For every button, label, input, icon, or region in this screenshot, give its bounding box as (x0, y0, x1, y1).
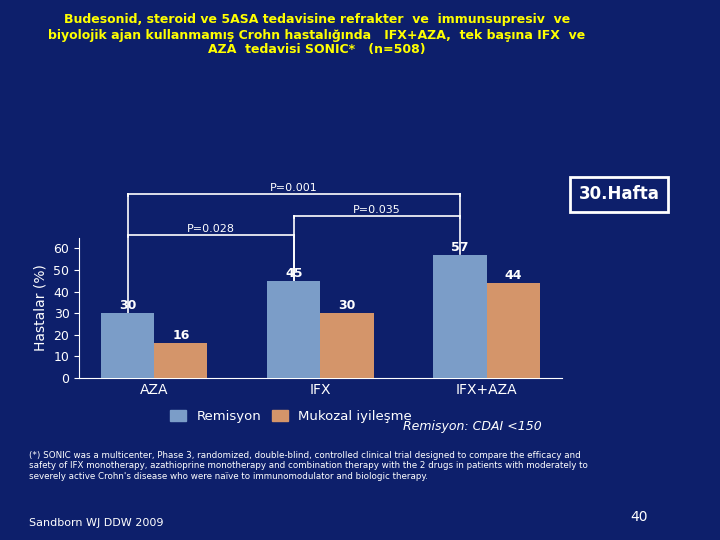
Text: 30: 30 (338, 299, 356, 312)
Bar (487, 283, 540, 378)
Text: Remisyon: CDAI <150: Remisyon: CDAI <150 (403, 420, 542, 433)
Text: 44: 44 (504, 269, 522, 282)
Bar (320, 313, 374, 378)
Bar (433, 255, 487, 378)
Text: Sandborn WJ DDW 2009: Sandborn WJ DDW 2009 (29, 518, 163, 528)
Text: P=0.028: P=0.028 (186, 224, 235, 234)
Text: P=0.001: P=0.001 (270, 183, 318, 193)
Y-axis label: Hastalar (%): Hastalar (%) (34, 265, 48, 351)
Text: 45: 45 (285, 267, 302, 280)
Text: 57: 57 (451, 241, 469, 254)
Legend: Remisyon, Mukozal iyileşme: Remisyon, Mukozal iyileşme (165, 404, 418, 428)
Bar (154, 343, 207, 378)
Text: 40: 40 (631, 510, 648, 524)
Text: (*) SONIC was a multicenter, Phase 3, randomized, double-blind, controlled clini: (*) SONIC was a multicenter, Phase 3, ra… (29, 451, 588, 481)
Text: 30: 30 (119, 299, 136, 312)
Text: Budesonid, steroid ve 5ASA tedavisine refrakter  ve  immunsupresiv  ve
biyolojik: Budesonid, steroid ve 5ASA tedavisine re… (48, 14, 585, 57)
Bar (267, 281, 320, 378)
Text: 16: 16 (172, 329, 189, 342)
Text: P=0.035: P=0.035 (353, 205, 401, 215)
Text: 30.Hafta: 30.Hafta (579, 185, 660, 204)
Bar (101, 313, 154, 378)
